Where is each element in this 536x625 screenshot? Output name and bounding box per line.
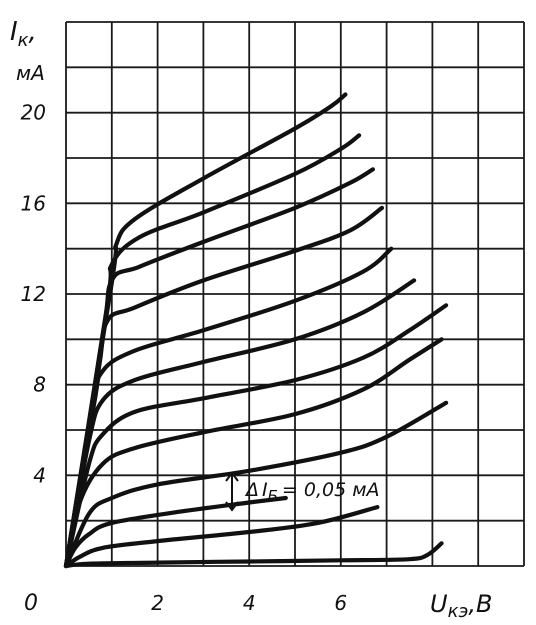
x-tick-label: 6 (334, 591, 347, 615)
characteristic-curve-6 (63, 303, 449, 569)
characteristic-curve-2 (63, 505, 380, 569)
delta-ib-label: Δ IБ = 0,05 мА (244, 479, 380, 505)
tick-labels: 2 4 6 4 8 12 16 20 (21, 101, 348, 615)
origin-label: 0 (24, 591, 38, 616)
double-arrow-icon (225, 471, 239, 512)
characteristic-curve-12 (63, 92, 348, 569)
y-tick-label: 12 (21, 282, 46, 306)
y-axis-unit: мА (16, 61, 45, 85)
y-tick-label: 4 (33, 463, 46, 487)
grid (65, 21, 525, 567)
characteristic-curve-1 (63, 541, 444, 569)
characteristic-curve-5 (63, 337, 444, 569)
characteristic-curve-4 (63, 400, 449, 569)
y-tick-label: 8 (33, 373, 46, 397)
x-tick-label: 2 (151, 591, 164, 615)
y-tick-label: 16 (21, 191, 46, 215)
y-tick-label: 20 (21, 101, 46, 125)
delta-ib-annotation: Δ IБ = 0,05 мА (225, 471, 380, 512)
y-axis-label: Iк, (10, 17, 37, 51)
x-tick-label: 4 (243, 591, 256, 615)
characteristic-curves (63, 92, 449, 569)
x-axis-label: Uкэ,В (430, 590, 492, 622)
